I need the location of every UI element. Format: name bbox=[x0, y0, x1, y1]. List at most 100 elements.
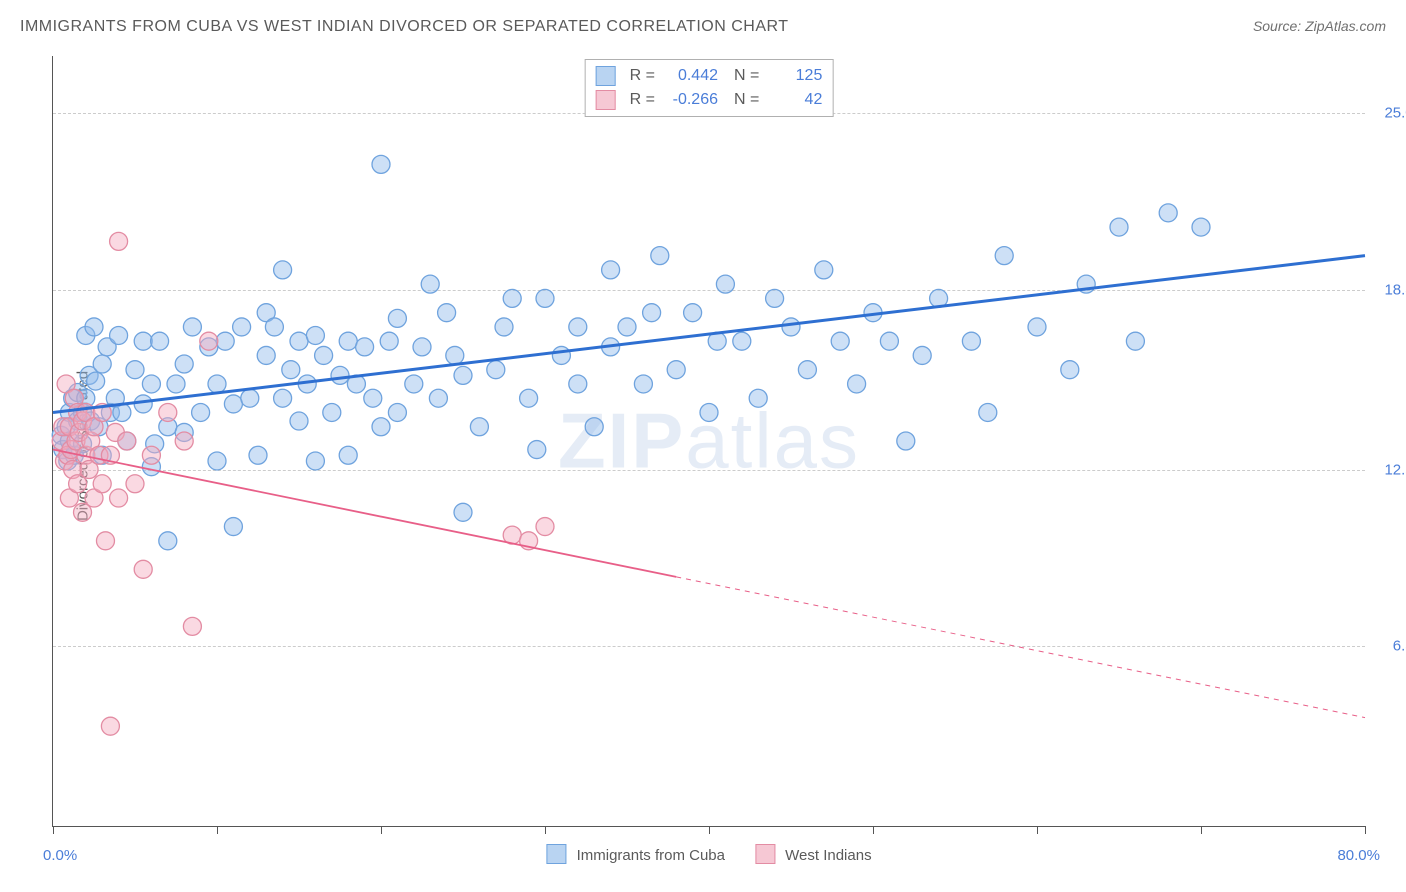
data-point bbox=[93, 355, 111, 373]
data-point bbox=[421, 275, 439, 293]
data-point bbox=[159, 532, 177, 550]
data-point bbox=[339, 332, 357, 350]
data-point bbox=[339, 446, 357, 464]
data-point bbox=[380, 332, 398, 350]
x-tick bbox=[53, 826, 54, 834]
plot-area: ZIPatlas R = 0.442 N = 125 R = -0.266 N … bbox=[52, 56, 1365, 827]
legend-row-series1: R = 0.442 N = 125 bbox=[596, 64, 823, 88]
data-point bbox=[733, 332, 751, 350]
data-point bbox=[413, 338, 431, 356]
x-tick bbox=[873, 826, 874, 834]
data-point bbox=[552, 346, 570, 364]
legend-swatch-series2 bbox=[596, 90, 616, 110]
data-point bbox=[536, 289, 554, 307]
data-point bbox=[290, 332, 308, 350]
data-point bbox=[388, 403, 406, 421]
data-point bbox=[602, 261, 620, 279]
data-point bbox=[438, 304, 456, 322]
data-point bbox=[495, 318, 513, 336]
data-point bbox=[643, 304, 661, 322]
data-point bbox=[815, 261, 833, 279]
x-tick bbox=[545, 826, 546, 834]
data-point bbox=[446, 346, 464, 364]
data-point bbox=[126, 475, 144, 493]
data-point bbox=[142, 446, 160, 464]
data-point bbox=[569, 375, 587, 393]
x-tick bbox=[709, 826, 710, 834]
data-point bbox=[618, 318, 636, 336]
data-point bbox=[880, 332, 898, 350]
x-tick bbox=[217, 826, 218, 834]
data-point bbox=[1159, 204, 1177, 222]
data-point bbox=[503, 289, 521, 307]
data-point bbox=[85, 318, 103, 336]
trend-line bbox=[53, 256, 1365, 413]
data-point bbox=[249, 446, 267, 464]
data-point bbox=[651, 247, 669, 265]
x-tick bbox=[1201, 826, 1202, 834]
data-point bbox=[470, 418, 488, 436]
data-point bbox=[831, 332, 849, 350]
data-point bbox=[134, 332, 152, 350]
data-point bbox=[151, 332, 169, 350]
data-point bbox=[315, 346, 333, 364]
data-point bbox=[356, 338, 374, 356]
data-point bbox=[634, 375, 652, 393]
data-point bbox=[175, 432, 193, 450]
data-point bbox=[684, 304, 702, 322]
data-point bbox=[372, 418, 390, 436]
data-point bbox=[306, 326, 324, 344]
legend-swatch-series1 bbox=[596, 66, 616, 86]
data-point bbox=[405, 375, 423, 393]
data-point bbox=[208, 375, 226, 393]
chart-title: IMMIGRANTS FROM CUBA VS WEST INDIAN DIVO… bbox=[20, 18, 789, 36]
data-point bbox=[766, 289, 784, 307]
data-point bbox=[700, 403, 718, 421]
legend-row-series2: R = -0.266 N = 42 bbox=[596, 88, 823, 112]
y-tick-label: 18.8% bbox=[1372, 281, 1406, 298]
data-point bbox=[585, 418, 603, 436]
data-point bbox=[233, 318, 251, 336]
data-point bbox=[306, 452, 324, 470]
data-point bbox=[110, 326, 128, 344]
data-point bbox=[87, 372, 105, 390]
y-tick-label: 6.3% bbox=[1372, 638, 1406, 655]
legend-swatch-series1-icon bbox=[546, 844, 566, 864]
data-point bbox=[429, 389, 447, 407]
data-point bbox=[1192, 218, 1210, 236]
data-point bbox=[1061, 361, 1079, 379]
scatter-svg bbox=[53, 56, 1365, 826]
data-point bbox=[216, 332, 234, 350]
data-point bbox=[716, 275, 734, 293]
data-point bbox=[913, 346, 931, 364]
data-point bbox=[667, 361, 685, 379]
data-point bbox=[372, 155, 390, 173]
x-tick bbox=[1365, 826, 1366, 834]
source-attribution: Source: ZipAtlas.com bbox=[1253, 18, 1386, 34]
data-point bbox=[101, 717, 119, 735]
data-point bbox=[1028, 318, 1046, 336]
data-point bbox=[118, 432, 136, 450]
data-point bbox=[962, 332, 980, 350]
data-point bbox=[1110, 218, 1128, 236]
data-point bbox=[142, 375, 160, 393]
data-point bbox=[224, 518, 242, 536]
data-point bbox=[134, 560, 152, 578]
data-point bbox=[454, 503, 472, 521]
data-point bbox=[96, 532, 114, 550]
data-point bbox=[257, 346, 275, 364]
data-point bbox=[192, 403, 210, 421]
data-point bbox=[110, 489, 128, 507]
data-point bbox=[175, 355, 193, 373]
data-point bbox=[224, 395, 242, 413]
data-point bbox=[241, 389, 259, 407]
data-point bbox=[183, 318, 201, 336]
data-point bbox=[265, 318, 283, 336]
correlation-legend: R = 0.442 N = 125 R = -0.266 N = 42 bbox=[585, 59, 834, 117]
data-point bbox=[848, 375, 866, 393]
data-point bbox=[749, 389, 767, 407]
data-point bbox=[290, 412, 308, 430]
data-point bbox=[282, 361, 300, 379]
series-legend: Immigrants from Cuba West Indians bbox=[546, 844, 871, 864]
data-point bbox=[93, 475, 111, 493]
